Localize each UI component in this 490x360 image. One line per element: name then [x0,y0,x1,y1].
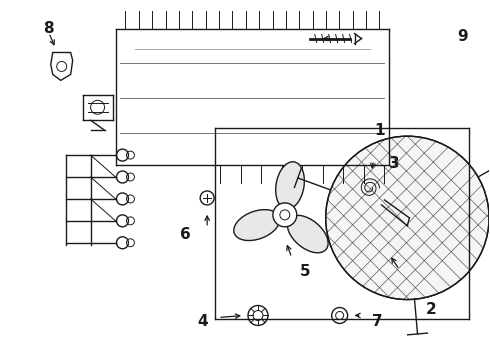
Ellipse shape [287,215,328,253]
Text: 1: 1 [374,123,385,138]
Text: 7: 7 [372,314,383,329]
Ellipse shape [276,162,304,209]
Circle shape [273,203,297,227]
Text: 4: 4 [197,314,207,329]
Ellipse shape [234,210,280,240]
Text: 8: 8 [44,21,54,36]
Text: 6: 6 [180,227,191,242]
Circle shape [280,210,290,220]
Circle shape [326,136,489,300]
Text: 5: 5 [299,264,310,279]
Text: 2: 2 [426,302,437,317]
Text: 3: 3 [389,156,400,171]
Text: 9: 9 [457,29,467,44]
